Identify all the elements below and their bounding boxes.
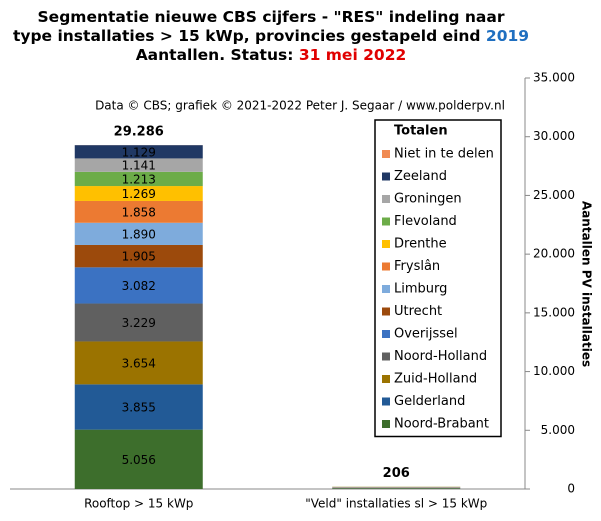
y-tick-label: 0 [567, 482, 575, 496]
legend-label: Noord-Holland [394, 349, 487, 364]
bar-segment [74, 429, 203, 489]
legend-swatch [382, 352, 390, 361]
bar-segment [74, 244, 203, 268]
legend-swatch [382, 195, 390, 203]
bar-segment [74, 171, 203, 187]
legend-swatch [382, 285, 390, 293]
legend-label: Overijssel [394, 327, 458, 342]
chart-title: Aantallen. Status: 31 mei 2022 [136, 46, 407, 64]
chart-title: type installaties > 15 kWp, provincies g… [13, 27, 529, 45]
legend-label: Groningen [394, 192, 462, 207]
bar-segment [74, 186, 203, 201]
legend-box [374, 119, 502, 438]
legend-label: Noord-Brabant [394, 417, 489, 432]
value-label: 5.056 [122, 453, 156, 467]
value-label: 3.229 [122, 316, 156, 330]
legend-swatch [382, 330, 390, 338]
value-label: 1.213 [122, 172, 156, 186]
title-part: 31 mei 2022 [299, 46, 406, 64]
bar-segment [74, 145, 203, 159]
title-part: Aantallen. Status: [136, 46, 299, 64]
legend-swatch [382, 375, 390, 383]
value-label: 3.855 [122, 400, 156, 414]
x-tick-label: "Veld" installaties sl > 15 kWp [305, 497, 487, 511]
legend-label: Fryslân [394, 259, 440, 274]
y-tick-label: 25.000 [533, 188, 575, 202]
legend-label: Drenthe [394, 237, 447, 252]
bar-segment [74, 303, 203, 342]
total-label: 206 [383, 466, 410, 481]
legend-label: Utrecht [394, 304, 442, 319]
bar-segment [74, 267, 203, 304]
legend-swatch [382, 420, 390, 428]
chart-title: Segmentatie nieuwe CBS cijfers - "RES" i… [38, 8, 505, 26]
y-tick-label: 10.000 [533, 364, 575, 378]
legend-swatch [382, 172, 390, 181]
title-part: Segmentatie nieuwe CBS cijfers - "RES" i… [38, 8, 505, 26]
legend-swatch [382, 397, 390, 406]
value-label: 3.082 [122, 279, 156, 293]
subtitle: Data © CBS; grafiek © 2021-2022 Peter J.… [95, 99, 505, 113]
y-tick-label: 20.000 [533, 247, 575, 261]
total-label: 29.286 [114, 125, 164, 140]
legend-label: Gelderland [394, 394, 465, 409]
legend-swatch [382, 307, 390, 316]
value-label: 3.654 [122, 356, 156, 370]
bar-segment [74, 341, 203, 385]
value-label: 1.905 [122, 250, 156, 264]
legend-label: Niet in te delen [394, 147, 494, 162]
value-label: 1.269 [122, 187, 156, 201]
legend-swatch [382, 150, 390, 158]
bar-segment [74, 200, 203, 223]
title-part: type installaties > 15 kWp, provincies g… [13, 27, 486, 45]
legend-title: Totalen [394, 124, 448, 139]
title-part: 2019 [486, 27, 529, 45]
value-label: 1.141 [122, 159, 156, 173]
x-tick-label: Rooftop > 15 kWp [84, 497, 193, 511]
y-tick-label: 35.000 [533, 71, 575, 85]
bar-segment [74, 222, 203, 245]
y-tick-label: 30.000 [533, 129, 575, 143]
y-axis-title: Aantallen PV installaties [580, 201, 594, 367]
value-label: 1.890 [122, 227, 156, 241]
y-tick-label: 5.000 [541, 423, 575, 437]
bar-segment [74, 384, 203, 430]
legend-label: Flevoland [394, 214, 457, 229]
legend-label: Zeeland [394, 169, 447, 184]
legend-label: Zuid-Holland [394, 372, 477, 387]
legend-label: Limburg [394, 282, 447, 297]
value-label: 1.858 [122, 205, 156, 219]
legend-swatch [382, 217, 390, 226]
value-label: 1.129 [122, 145, 156, 159]
y-tick-label: 15.000 [533, 305, 575, 319]
legend-swatch [382, 240, 390, 248]
legend-swatch [382, 262, 390, 271]
bar-segment [74, 158, 203, 172]
